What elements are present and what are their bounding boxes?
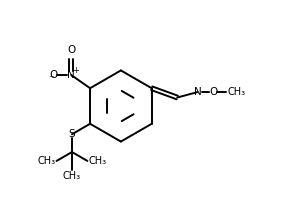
Text: ⁻: ⁻ [48, 75, 54, 85]
Text: N: N [194, 87, 201, 97]
Text: S: S [69, 129, 75, 139]
Text: O: O [209, 87, 217, 97]
Text: CH₃: CH₃ [228, 87, 246, 97]
Text: O: O [49, 70, 58, 80]
Text: O: O [67, 45, 75, 55]
Text: +: + [72, 66, 79, 75]
Text: N: N [67, 70, 75, 80]
Text: CH₃: CH₃ [37, 156, 55, 166]
Text: CH₃: CH₃ [88, 156, 107, 166]
Text: CH₃: CH₃ [63, 172, 81, 181]
